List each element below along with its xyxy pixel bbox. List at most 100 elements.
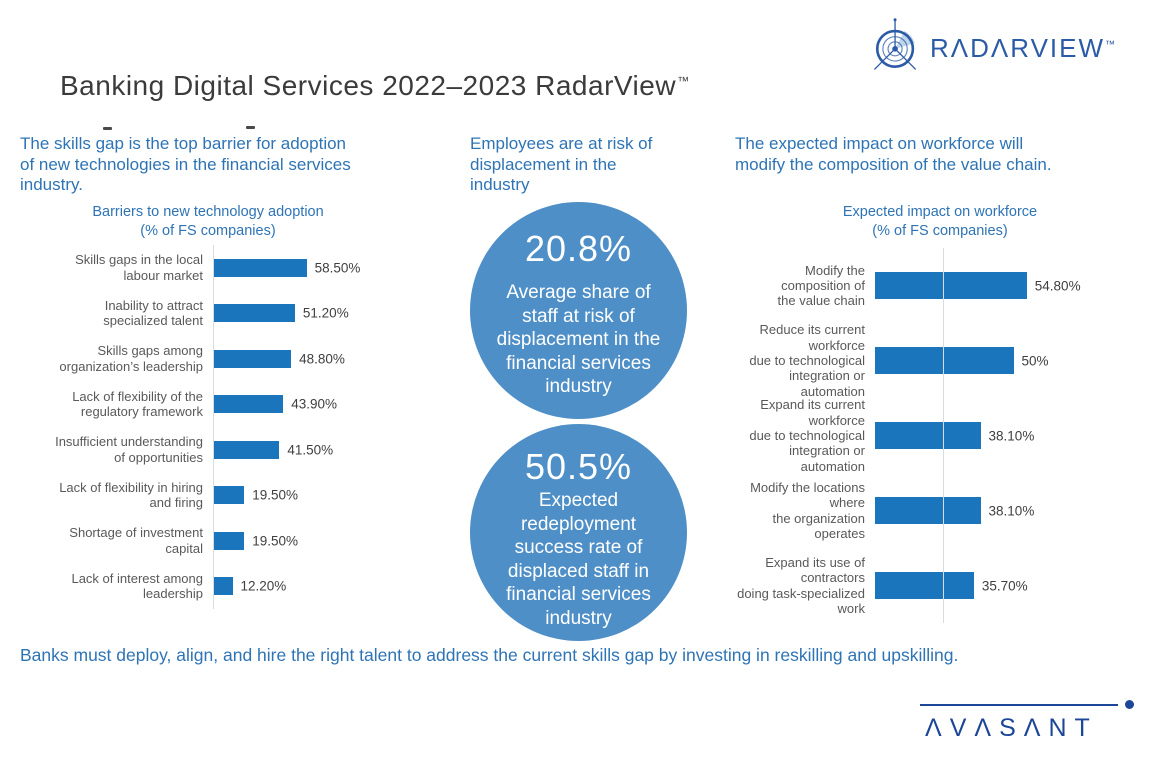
- bar-value-label: 58.50%: [314, 260, 361, 276]
- bar-value-label: 48.80%: [299, 351, 345, 367]
- bar-value-label: 51.20%: [302, 305, 349, 321]
- bar-track: 48.80%: [213, 349, 373, 368]
- bar-category-label: Lack of flexibility in hiring and firing: [59, 479, 203, 511]
- text-line: Employees are at risk of: [470, 134, 653, 153]
- bar: [875, 347, 1014, 374]
- bar-row: Skills gaps in the local labour market 58.…: [20, 245, 420, 291]
- text-line: displacement in the: [470, 154, 617, 174]
- chart-subtitle: (% of FS companies): [140, 223, 276, 240]
- bar-track: 41.50%: [213, 440, 373, 459]
- left-intro-text: The skills gap is the top barrier for ad…: [20, 134, 420, 196]
- bar: [213, 258, 307, 277]
- kpi-caption: Average share of staff at risk of displace…: [470, 281, 687, 399]
- bar: [213, 531, 245, 550]
- bar-value-label: 54.80%: [1034, 278, 1081, 293]
- title-trademark: ™: [677, 73, 690, 88]
- avasant-logo: ΛVΛSΛNT: [920, 700, 1140, 743]
- takeaway-text: Banks must deploy, align, and hire the r…: [20, 645, 959, 665]
- bar-track: 50%: [875, 347, 1152, 374]
- bar: [875, 272, 1027, 299]
- bar: [875, 497, 981, 524]
- kpi-circle-redeployment: 50.5% Expected redeployment success rate o…: [470, 424, 687, 641]
- bar-value-label: 12.20%: [240, 578, 287, 594]
- bar-row: Lack of flexibility in hiring and firing 1…: [20, 473, 420, 519]
- text-line: of new technologies in the financial ser…: [20, 154, 351, 174]
- bar-row: Expand its current workforce due to techn…: [735, 397, 1152, 474]
- bar-track: 19.50%: [213, 531, 373, 550]
- bar-row: Expand its use of contractors doing task-…: [735, 548, 1152, 623]
- barriers-chart-heading: Barriers to new technology adoption (% o…: [48, 203, 368, 241]
- kpi-value: 20.8%: [524, 228, 633, 269]
- text-line: Average share of: [506, 282, 651, 303]
- bar-category-label: Skills gaps among organization’s leadersh…: [59, 343, 203, 374]
- bar-category-label: Insufficient understanding of opportuniti…: [55, 434, 203, 465]
- bar-value-label: 19.50%: [252, 487, 298, 503]
- text-line: success rate of: [514, 537, 643, 559]
- bar-category-label: Skills gaps in the local labour market: [75, 252, 203, 283]
- axis-line: [213, 245, 214, 609]
- bar-value-label: 35.70%: [981, 578, 1028, 593]
- kpi-circle-displacement: 20.8% Average share of staff at risk of di…: [470, 202, 687, 419]
- bar-category-label: Shortage of investment capital: [69, 525, 203, 556]
- bar-category-label: Lack of interest among leadership: [71, 570, 203, 602]
- text-line: Expected: [538, 490, 619, 511]
- text-line: displacement in the: [496, 329, 661, 351]
- bar-row: Lack of interest among leadership 12.20%: [20, 564, 420, 610]
- bar: [213, 440, 280, 459]
- text-line: industry: [470, 175, 530, 195]
- text-line: industry.: [20, 175, 83, 195]
- avasant-dot: [1125, 700, 1134, 709]
- bar: [213, 395, 284, 414]
- radar-icon: [866, 16, 926, 81]
- bar: [213, 349, 292, 368]
- bar-row: Skills gaps among organization’s leadersh…: [20, 336, 420, 382]
- workforce-impact-chart: Modify the composition of the value chain…: [735, 248, 1152, 623]
- bar-category-label: Reduce its current workforce due to techn…: [749, 322, 865, 399]
- chart-title: Expected impact on workforce: [842, 204, 1038, 220]
- text-line: industry: [545, 376, 612, 398]
- bar-category-label: Lack of flexibility of the regulatory fra…: [72, 388, 203, 420]
- bar-category-label: Modify the composition of the value chain: [777, 262, 865, 309]
- bar-track: 12.20%: [213, 577, 373, 596]
- text-line: The skills gap is the top barrier for ad…: [20, 134, 347, 153]
- bar-track: 19.50%: [213, 486, 373, 505]
- axis-line: [943, 248, 944, 623]
- text-line: redeployment: [520, 513, 637, 535]
- bar-value-label: 19.50%: [252, 533, 298, 549]
- text-line: displaced staff in: [507, 560, 650, 582]
- bar-track: 43.90%: [213, 395, 373, 414]
- bar-track: 58.50%: [213, 258, 373, 277]
- radarview-trademark: ™: [1105, 39, 1118, 51]
- text-line: industry: [545, 607, 612, 629]
- bar-track: 38.10%: [875, 422, 1152, 449]
- kpi-value: 50.5%: [524, 446, 633, 487]
- text-line: staff at risk of: [522, 305, 635, 327]
- bar-category-label: Modify the locations where the organizati…: [750, 479, 865, 541]
- kpi-caption: Expected redeployment success rate of displ…: [470, 489, 687, 630]
- bar-value-label: 38.10%: [988, 503, 1035, 518]
- chart-title: Barriers to new technology adoption: [92, 204, 324, 220]
- bar-row: Modify the composition of the value chain…: [735, 248, 1152, 323]
- workforce-chart-heading: Expected impact on workforce (% of FS co…: [790, 203, 1090, 241]
- bar-category-label: Expand its current workforce due to techn…: [749, 397, 865, 474]
- bar: [213, 304, 295, 323]
- page-title: Banking Digital Services 2022–2023 Radar…: [60, 70, 690, 101]
- bar-value-label: 50%: [1021, 353, 1049, 368]
- bar-track: 38.10%: [875, 497, 1152, 524]
- radarview-logo: RΛDΛRVIEW™: [866, 16, 1117, 81]
- bar-row: Inability to attract specialized talent 51…: [20, 291, 420, 337]
- avasant-logo-text: ΛVΛSΛNT: [925, 714, 1098, 742]
- bar-value-label: 38.10%: [988, 428, 1035, 443]
- bar-row: Lack of flexibility of the regulatory fra…: [20, 382, 420, 428]
- bar-value-label: 41.50%: [287, 442, 334, 458]
- bar-track: 35.70%: [875, 572, 1152, 599]
- bar-value-label: 43.90%: [291, 396, 338, 412]
- bar-row: Modify the locations where the organizati…: [735, 473, 1152, 548]
- bar: [213, 486, 245, 505]
- bar: [875, 422, 981, 449]
- bar-track: 51.20%: [213, 304, 373, 323]
- bar: [213, 577, 233, 596]
- bar-track: 54.80%: [875, 272, 1152, 299]
- cropped-text-fragment: [103, 127, 112, 130]
